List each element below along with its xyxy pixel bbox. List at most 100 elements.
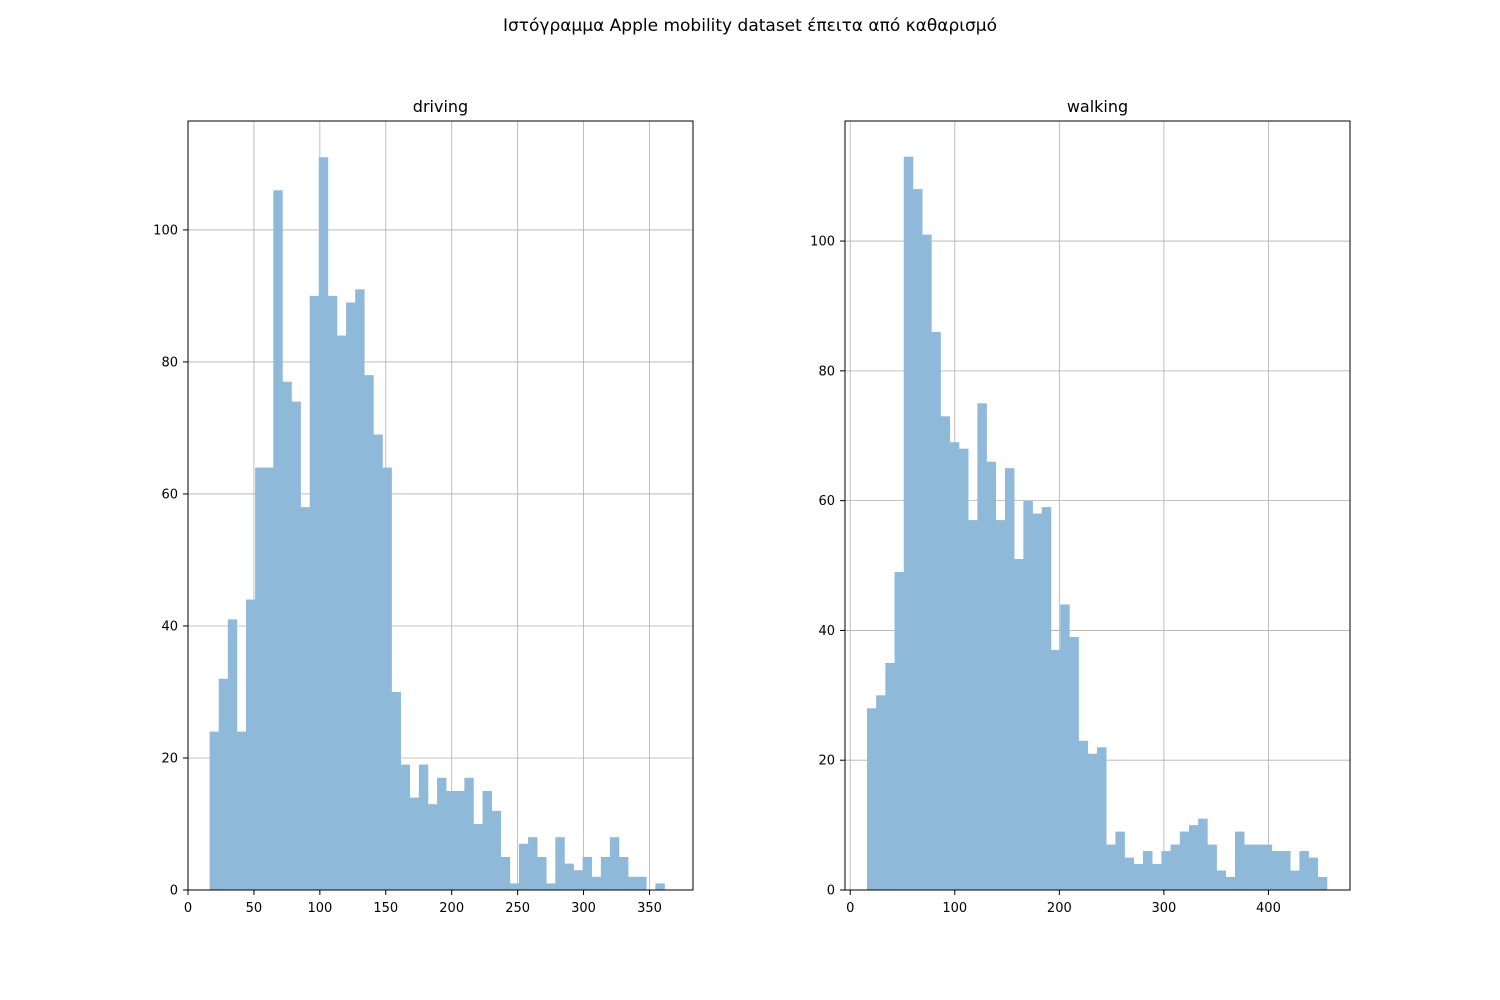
x-tick-label: 0	[846, 901, 854, 916]
y-tick-label: 20	[818, 754, 835, 769]
histogram-bar	[264, 467, 274, 890]
histogram-bar	[1207, 844, 1217, 890]
histogram-bar	[958, 448, 969, 890]
histogram-bar	[1078, 740, 1089, 890]
y-tick-label: 40	[161, 619, 178, 634]
histogram-bar	[609, 837, 620, 890]
subplot-walking: 0 100 200 300 400 0 20 40 60 80 100 walking	[810, 97, 1351, 916]
histogram-bar	[1262, 844, 1273, 890]
x-tick-label: 0	[184, 901, 192, 916]
histogram-bar	[903, 156, 914, 890]
histogram-bar	[885, 662, 895, 890]
histogram-bar	[382, 467, 392, 890]
x-tick-label: 150	[373, 901, 398, 916]
histogram-bar	[1290, 870, 1300, 890]
histogram-bar	[273, 190, 283, 890]
figure-title: Ιστόγραμμα Apple mobility dataset έπειτα…	[502, 16, 998, 36]
histogram-bar	[318, 157, 329, 891]
histogram-bar	[876, 695, 886, 890]
histogram-bar	[637, 876, 647, 890]
histogram-bar	[327, 295, 338, 891]
histogram-bar	[437, 777, 447, 890]
histogram-bar	[1142, 851, 1153, 890]
x-tick-label: 350	[637, 901, 662, 916]
histogram-bar	[1198, 818, 1208, 890]
histogram-bar	[1225, 877, 1236, 890]
x-tick-label: 300	[571, 901, 596, 916]
histogram-bar	[1050, 649, 1061, 890]
histogram-bar	[1014, 559, 1024, 890]
histogram-bar	[1133, 864, 1144, 890]
histogram-bar	[940, 416, 951, 890]
histogram-bar	[894, 572, 905, 890]
histogram-bar	[246, 599, 256, 890]
histogram-bar	[355, 289, 365, 890]
histogram-bar	[977, 403, 987, 890]
y-tick-label: 60	[161, 487, 178, 502]
histogram-bar	[491, 810, 502, 890]
histogram-bar	[1170, 844, 1181, 890]
subplot-title: walking	[1067, 97, 1128, 116]
y-tick-label: 60	[818, 494, 835, 509]
histogram-bar	[500, 856, 511, 890]
x-tick-label: 200	[439, 901, 464, 916]
subplot-driving: 0 50 100 150 200 250 300 350 0 20 40 60 80 100 driving	[153, 97, 694, 916]
y-tick-label: 100	[153, 223, 178, 238]
histogram-bar	[591, 876, 602, 890]
y-tick-label: 80	[818, 364, 835, 379]
histogram-bar	[912, 189, 923, 891]
histogram-bar	[282, 381, 292, 890]
histogram-bar	[1060, 604, 1070, 890]
y-tick-label: 100	[810, 235, 835, 250]
histogram-bar	[509, 883, 520, 890]
histogram-bar	[227, 619, 238, 890]
histogram-bar	[1188, 825, 1199, 890]
histogram-bar	[1124, 857, 1135, 890]
y-tick-label: 0	[170, 884, 178, 899]
histogram-bar	[986, 461, 997, 890]
axes-frame	[844, 120, 1351, 891]
histogram-bar	[1299, 851, 1309, 890]
histogram-bar	[236, 731, 247, 890]
histogram-bar	[464, 777, 474, 890]
histogram-bar	[209, 731, 220, 890]
histogram-bar	[1317, 877, 1328, 890]
x-tick-label: 300	[1151, 901, 1176, 916]
histogram-bar	[391, 691, 401, 890]
y-tick-label: 40	[818, 624, 835, 639]
histogram-bar	[1032, 513, 1043, 890]
histogram-bar	[619, 856, 629, 890]
histogram-bar	[922, 234, 932, 890]
histogram-bar	[255, 467, 265, 890]
histogram-bar	[564, 863, 574, 890]
histogram-bar	[949, 442, 960, 890]
histogram-bar	[600, 856, 611, 890]
histogram-bar	[573, 870, 583, 890]
histogram-bar	[555, 837, 565, 890]
histogram-bar	[473, 823, 483, 890]
x-tick-label: 50	[246, 901, 263, 916]
histogram-bar	[931, 331, 941, 890]
histogram-bar	[1069, 636, 1079, 890]
histogram-bar	[291, 401, 301, 890]
histogram-bar	[300, 507, 311, 890]
histogram-bar	[628, 876, 638, 890]
histogram-bar	[482, 790, 492, 890]
histogram-bar	[582, 856, 593, 890]
histogram-bar	[546, 883, 556, 890]
histogram-bar	[1152, 864, 1162, 890]
histogram-bar	[1096, 747, 1107, 890]
histogram-bar	[1115, 831, 1125, 890]
y-tick-label: 0	[827, 884, 835, 899]
y-tick-label: 20	[161, 751, 178, 766]
histogram-bar	[1253, 844, 1263, 890]
histogram-bar	[218, 678, 229, 890]
axes-frame	[187, 120, 694, 891]
histogram-bar	[655, 883, 665, 890]
histogram-bar	[418, 764, 429, 890]
histogram-bar	[336, 335, 347, 890]
histogram-bar	[364, 375, 374, 890]
histogram-bar	[346, 302, 356, 891]
histogram-bar	[518, 843, 529, 890]
histogram-bar	[1161, 851, 1171, 890]
